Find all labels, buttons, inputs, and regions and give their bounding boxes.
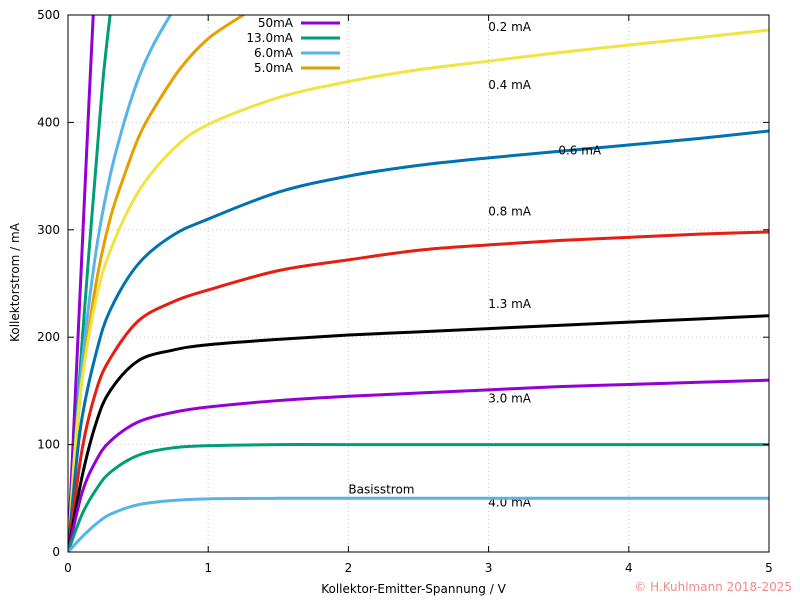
curve-label-5: 3.0 mA <box>488 391 532 405</box>
x-tick-label: 4 <box>625 561 633 575</box>
curve-label-7: 0.8 mA <box>488 205 532 219</box>
series-line-7 <box>68 314 769 552</box>
legend-label-2: 6.0mA <box>254 46 294 60</box>
x-tick-label: 3 <box>485 561 493 575</box>
x-axis-title: Kollektor-Emitter-Spannung / V <box>321 582 506 596</box>
legend-label-3: 5.0mA <box>254 61 294 75</box>
y-tick-label: 100 <box>37 438 60 452</box>
legend-label-1: 13.0mA <box>246 31 293 45</box>
series-line-8 <box>68 378 769 552</box>
y-axis-title: Kollektorstrom / mA <box>8 222 22 342</box>
curve-label-10: 0.2 mA <box>488 20 532 34</box>
y-tick-label: 0 <box>52 545 60 559</box>
legend-label-0: 50mA <box>258 16 294 30</box>
series-line-0 <box>68 15 95 552</box>
y-tick-label: 500 <box>37 8 60 22</box>
series-line-10 <box>68 496 769 552</box>
curve-label-9: 0.4 mA <box>488 78 532 92</box>
x-tick-label: 5 <box>765 561 773 575</box>
series-line-6 <box>68 230 769 552</box>
y-tick-label: 300 <box>37 223 60 237</box>
x-tick-label: 1 <box>204 561 212 575</box>
y-tick-label: 200 <box>37 330 60 344</box>
copyright-text: © H.Kuhlmann 2018-2025 <box>634 580 792 594</box>
series-line-5 <box>68 129 769 552</box>
series-line-4 <box>68 28 769 552</box>
y-tick-label: 400 <box>37 115 60 129</box>
x-tick-label: 2 <box>345 561 353 575</box>
series-line-3 <box>68 15 245 552</box>
curve-label-8: 0.6 mA <box>558 143 602 157</box>
curve-label-6: 1.3 mA <box>488 297 532 311</box>
plot-frame <box>67 14 770 553</box>
x-tick-label: 0 <box>64 561 72 575</box>
series-line-9 <box>68 443 769 552</box>
annotation-basisstrom: Basisstrom <box>348 483 414 497</box>
